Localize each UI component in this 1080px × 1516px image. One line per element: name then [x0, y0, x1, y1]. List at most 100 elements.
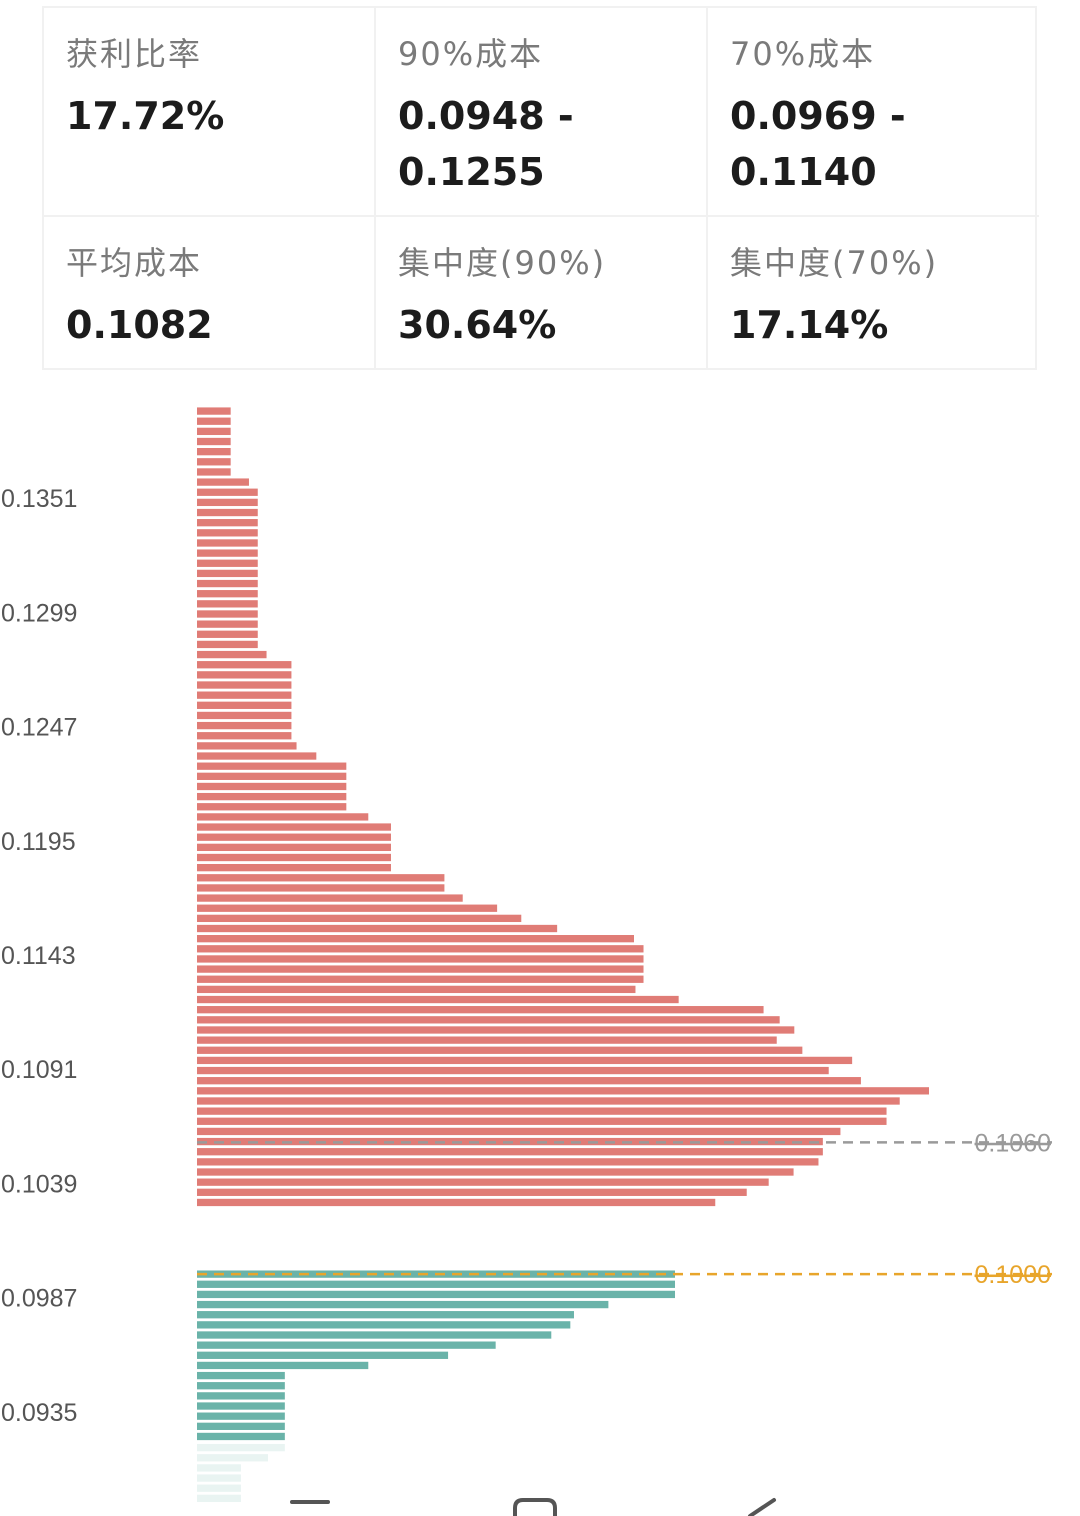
bar-cost-above-current-78	[197, 1198, 716, 1207]
y-tick-label: 0.0935	[1, 1399, 77, 1427]
y-tick-label: 0.1247	[1, 714, 77, 742]
bar-cost-above-current-53	[197, 945, 644, 953]
bar-cost-above-current-11	[197, 519, 258, 527]
bar-cost-above-current-8	[197, 488, 258, 496]
bar-cost-below-current-7	[197, 1341, 496, 1349]
bar-cost-below-current-2	[197, 1290, 675, 1299]
bar-cost-below-current-13	[197, 1402, 285, 1410]
bar-cost-above-current-32	[197, 732, 292, 740]
bar-cost-above-current-61	[197, 1026, 795, 1034]
bar-cost-above-current-68	[197, 1097, 900, 1105]
stat-concentration-70: 集中度(70%) 17.14%	[708, 217, 1039, 368]
bar-cost-above-current-25	[197, 661, 292, 669]
bar-cost-above-current-62	[197, 1036, 777, 1044]
bar-faded-tail-1	[197, 1454, 268, 1462]
bar-faded-tail-2	[197, 1464, 241, 1472]
bar-cost-above-current-75	[197, 1168, 794, 1176]
bar-cost-above-current-76	[197, 1178, 769, 1186]
reference-lines-group: 0.1060 0.1000	[197, 1129, 1052, 1289]
bar-cost-above-current-45	[197, 863, 391, 872]
bar-cost-below-current-5	[197, 1321, 571, 1329]
bar-cost-above-current-34	[197, 752, 317, 760]
back-icon[interactable]	[748, 1498, 776, 1516]
bar-cost-above-current-24	[197, 650, 267, 659]
bars-group	[197, 407, 929, 1503]
stat-value: 17.72%	[66, 94, 225, 138]
bar-cost-above-current-63	[197, 1046, 803, 1054]
bar-cost-above-current-73	[197, 1148, 823, 1156]
home-icon[interactable]	[513, 1498, 557, 1516]
bar-cost-above-current-14	[197, 549, 258, 557]
bar-cost-above-current-7	[197, 478, 249, 486]
bar-faded-tail-4	[197, 1484, 241, 1492]
bar-cost-above-current-65	[197, 1066, 829, 1075]
bar-cost-above-current-19	[197, 600, 258, 608]
stat-value: 30.64%	[398, 303, 557, 347]
bar-cost-above-current-51	[197, 924, 558, 933]
bar-cost-above-current-74	[197, 1158, 819, 1166]
bar-cost-above-current-33	[197, 742, 297, 750]
bar-cost-above-current-64	[197, 1056, 853, 1065]
bar-cost-above-current-69	[197, 1107, 887, 1115]
bar-cost-above-current-49	[197, 904, 498, 912]
navigation-bar	[290, 1498, 776, 1516]
bar-cost-above-current-15	[197, 559, 258, 567]
bar-cost-above-current-42	[197, 833, 391, 841]
bar-faded-tail-5	[197, 1494, 241, 1503]
bar-cost-above-current-48	[197, 894, 463, 902]
bar-cost-above-current-38	[197, 792, 347, 801]
y-tick-label: 0.0987	[1, 1285, 77, 1313]
bar-cost-above-current-52	[197, 935, 634, 943]
bar-cost-above-current-12	[197, 529, 258, 537]
bar-cost-above-current-46	[197, 874, 445, 882]
bar-cost-above-current-17	[197, 579, 258, 588]
bar-cost-above-current-3	[197, 437, 231, 446]
bar-cost-above-current-39	[197, 803, 347, 811]
bar-cost-above-current-22	[197, 630, 258, 638]
bar-cost-above-current-35	[197, 762, 347, 770]
bar-cost-above-current-30	[197, 711, 292, 720]
stats-grid: 获利比率 17.72% 90%成本 0.0948 - 0.1255 70%成本 …	[42, 6, 1039, 370]
bar-cost-above-current-13	[197, 539, 258, 547]
bar-cost-above-current-43	[197, 843, 391, 851]
bar-cost-below-current-9	[197, 1361, 369, 1370]
bar-cost-below-current-11	[197, 1382, 285, 1390]
bar-cost-above-current-55	[197, 965, 644, 973]
bar-cost-above-current-50	[197, 914, 522, 923]
bar-cost-above-current-37	[197, 782, 347, 791]
bar-cost-below-current-3	[197, 1300, 609, 1309]
bar-cost-below-current-14	[197, 1412, 285, 1420]
stat-value: 0.1082	[66, 303, 213, 347]
bar-cost-above-current-27	[197, 681, 292, 689]
y-tick-label: 0.0883	[1, 1513, 77, 1516]
bar-cost-above-current-9	[197, 498, 258, 507]
bar-cost-above-current-4	[197, 448, 231, 456]
bar-cost-above-current-16	[197, 569, 258, 578]
y-tick-label: 0.1351	[1, 485, 77, 513]
bar-faded-tail-3	[197, 1474, 241, 1482]
stat-label: 集中度(90%)	[398, 244, 607, 282]
stat-value: 17.14%	[730, 303, 889, 347]
menu-icon[interactable]	[290, 1500, 330, 1504]
bar-cost-above-current-6	[197, 468, 231, 476]
bar-cost-above-current-18	[197, 590, 258, 598]
stat-cost-90: 90%成本 0.0948 - 0.1255	[376, 8, 708, 217]
y-axis: 0.1351 0.1299 0.1247 0.1195 0.1143 0.1091 0.10…	[1, 485, 77, 1516]
bar-cost-above-current-29	[197, 701, 292, 709]
reference-label-0.1000: 0.1000	[975, 1261, 1051, 1289]
stat-label: 平均成本	[66, 244, 203, 282]
stat-value: 0.0969 - 0.1140	[730, 94, 906, 194]
bar-cost-above-current-54	[197, 955, 644, 963]
bar-cost-below-current-10	[197, 1371, 285, 1380]
stat-average-cost: 平均成本 0.1082	[44, 217, 376, 368]
reference-label-0.1060: 0.1060	[975, 1129, 1051, 1157]
stat-concentration-90: 集中度(90%) 30.64%	[376, 217, 708, 368]
bar-cost-above-current-36	[197, 772, 347, 780]
y-tick-label: 0.1195	[1, 828, 76, 856]
bar-cost-below-current-4	[197, 1311, 574, 1319]
bar-cost-above-current-67	[197, 1087, 929, 1095]
bar-cost-above-current-57	[197, 985, 636, 994]
bar-cost-above-current-59	[197, 1006, 764, 1014]
bar-cost-above-current-44	[197, 853, 391, 862]
